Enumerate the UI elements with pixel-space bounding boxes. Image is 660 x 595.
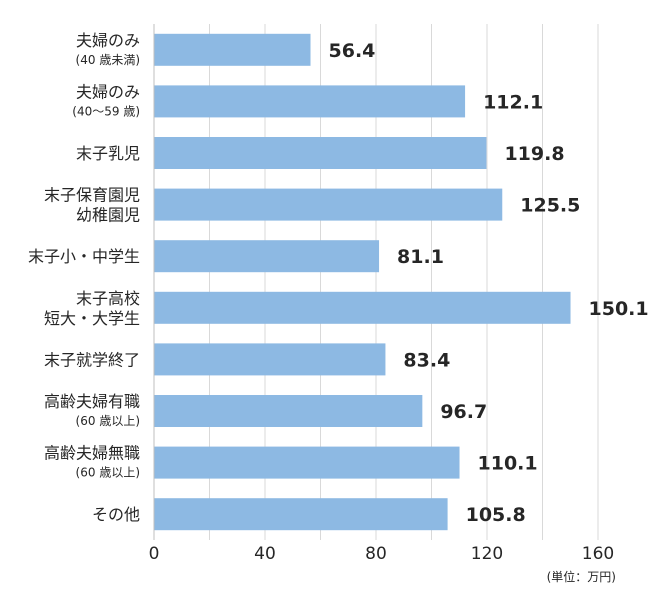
bar: [154, 395, 423, 427]
bar: [154, 498, 448, 531]
x-tick-label: 80: [365, 544, 387, 564]
value-label: 150.1: [589, 298, 649, 320]
value-label: 56.4: [329, 40, 376, 62]
value-labels: 56.4 112.1 119.8 125.5 81.1 150.1 83.4 96.7 110.…: [329, 40, 649, 526]
bar: [154, 240, 380, 273]
bar: [154, 188, 503, 221]
bars: [154, 33, 571, 531]
x-tick-label: 120: [471, 544, 503, 564]
category-label: 末子保育園児: [44, 186, 140, 205]
value-label: 96.7: [440, 401, 487, 423]
category-label: 末子乳児: [76, 144, 140, 163]
value-label: 110.1: [478, 453, 538, 475]
category-labels: 夫婦のみ (40 歳未満) 夫婦のみ (40～59 歳) 末子乳児末子保育園児幼稚園児末…: [28, 31, 140, 524]
category-sublabel: (60 歳以上): [76, 466, 140, 480]
x-tick-labels: 0 40 80 120 160: [149, 544, 615, 564]
bar: [154, 291, 571, 324]
category-label: 夫婦のみ: [76, 82, 140, 101]
category-label: 高齢夫婦無職: [44, 444, 140, 463]
value-label: 119.8: [504, 143, 564, 165]
category-label: その他: [92, 505, 140, 524]
bar: [154, 446, 460, 479]
category-sublabel: (40～59 歳): [72, 104, 140, 118]
unit-label: (単位：万円): [547, 569, 616, 584]
bar: [154, 137, 487, 169]
category-label: 末子小・中学生: [28, 247, 140, 266]
bar: [154, 343, 386, 376]
bar: [154, 85, 466, 118]
category-sublabel: (40 歳未満): [76, 53, 140, 67]
category-sublabel: 幼稚園児: [76, 206, 140, 225]
bar: [154, 33, 311, 66]
category-label: 末子就学終了: [44, 350, 140, 369]
x-tick-label: 40: [254, 544, 276, 564]
category-label: 夫婦のみ: [76, 31, 140, 50]
x-tick-label: 0: [149, 544, 160, 564]
category-sublabel: (60 歳以上): [76, 414, 140, 428]
value-label: 125.5: [520, 195, 580, 217]
category-sublabel: 短大・大学生: [44, 309, 140, 328]
value-label: 83.4: [403, 349, 450, 371]
value-label: 105.8: [466, 504, 526, 526]
category-label: 高齢夫婦有職: [44, 392, 140, 411]
value-label: 81.1: [397, 246, 444, 268]
value-label: 112.1: [483, 91, 543, 113]
x-tick-label: 160: [582, 544, 614, 564]
category-label: 末子高校: [76, 289, 140, 308]
